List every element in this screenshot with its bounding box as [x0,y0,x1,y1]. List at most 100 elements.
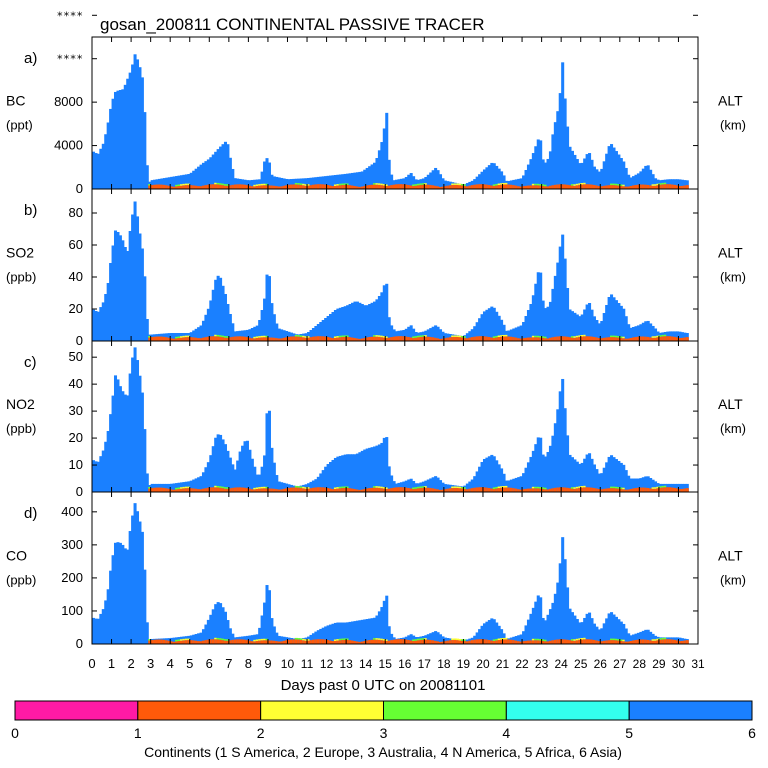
bar-europe [416,185,421,189]
bar-europe [182,337,186,341]
bar-asia [441,482,445,492]
bar-minor [263,486,267,489]
bar-minor [182,486,186,489]
bar-europe [556,639,560,644]
bar-asia [267,276,271,341]
bar-asia [329,175,333,189]
bar-europe [685,488,689,492]
bar-europe [473,487,477,492]
bar-asia [175,483,179,492]
bar-europe [380,337,384,341]
bar-europe [211,639,215,644]
bar-europe [446,640,450,644]
bar-europe [658,487,662,492]
bar-asia [128,531,132,644]
bar-minor [460,183,465,186]
bar-asia [113,375,118,492]
bar-europe [321,184,325,189]
bar-europe [316,336,320,341]
bar-asia [319,176,323,189]
bar-asia [399,178,403,189]
bar-europe [424,487,428,492]
bar-asia [578,163,582,189]
bar-europe [605,488,609,492]
bar-asia [500,319,504,341]
bar-asia [556,111,560,189]
bar-europe [458,640,462,644]
bar-europe [649,185,653,189]
bar-europe [676,337,680,341]
bar-minor [375,183,379,185]
bar-europe [363,337,367,341]
bar-asia [363,305,367,341]
panel-tag: d) [24,505,37,522]
bar-europe [495,488,499,492]
bar-asia [429,172,433,189]
bar-europe [187,488,191,492]
bar-asia [585,154,589,189]
y-tick-label: 10 [69,457,83,472]
bar-europe [336,337,340,341]
bar-minor [617,487,621,489]
bar-asia [387,466,391,492]
bar-asia [128,231,132,341]
bar-asia [539,597,543,644]
bar-asia [495,165,499,189]
bar-europe [617,488,621,492]
bar-asia [517,326,521,341]
bar-minor [148,487,152,489]
bar-minor [414,336,418,338]
bar-europe [292,336,296,341]
bar-europe [199,489,203,492]
bar-europe [285,640,289,644]
bar-asia [629,635,633,644]
bar-asia [333,457,337,492]
bar-europe [448,488,452,492]
bar-europe [548,640,552,644]
bar-minor [610,638,614,641]
bar-asia [150,180,154,189]
bar-asia [404,480,408,492]
bar-europe [182,640,186,644]
bar-asia [241,330,245,341]
bar-europe [370,184,374,189]
bar-asia [189,172,193,189]
bar-asia [135,511,140,644]
bar-asia [138,233,142,341]
bar-minor [375,486,379,488]
bar-asia [358,171,362,189]
bar-asia [592,166,596,189]
bar-europe [509,639,513,644]
bar-europe [460,640,465,644]
bar-minor [663,637,667,640]
bar-minor [456,335,460,337]
bar-asia [473,476,477,492]
bar-europe [245,185,249,189]
bar-asia [214,151,218,189]
bar-asia [470,329,474,341]
bar-europe [622,489,626,492]
bar-europe [619,337,623,341]
bar-asia [641,168,645,189]
bar-asia [282,636,286,644]
bar-europe [522,641,526,644]
bar-europe [172,641,176,644]
bar-asia [563,408,567,492]
bar-asia [409,325,413,341]
bar-europe [531,185,535,189]
bar-minor [412,336,416,339]
bar-asia [683,332,687,341]
bar-europe [253,489,257,492]
bar-europe [683,337,687,341]
bar-asia [443,484,447,492]
bar-asia [192,634,196,644]
bar-asia [680,332,684,341]
bar-minor [570,639,574,641]
bar-minor [531,486,535,489]
bar-minor [451,638,455,641]
bar-asia [243,179,247,189]
bar-asia [365,305,369,341]
bar-minor [177,487,181,490]
colorbar-tick-label: 5 [625,725,633,741]
bar-minor [182,638,186,641]
